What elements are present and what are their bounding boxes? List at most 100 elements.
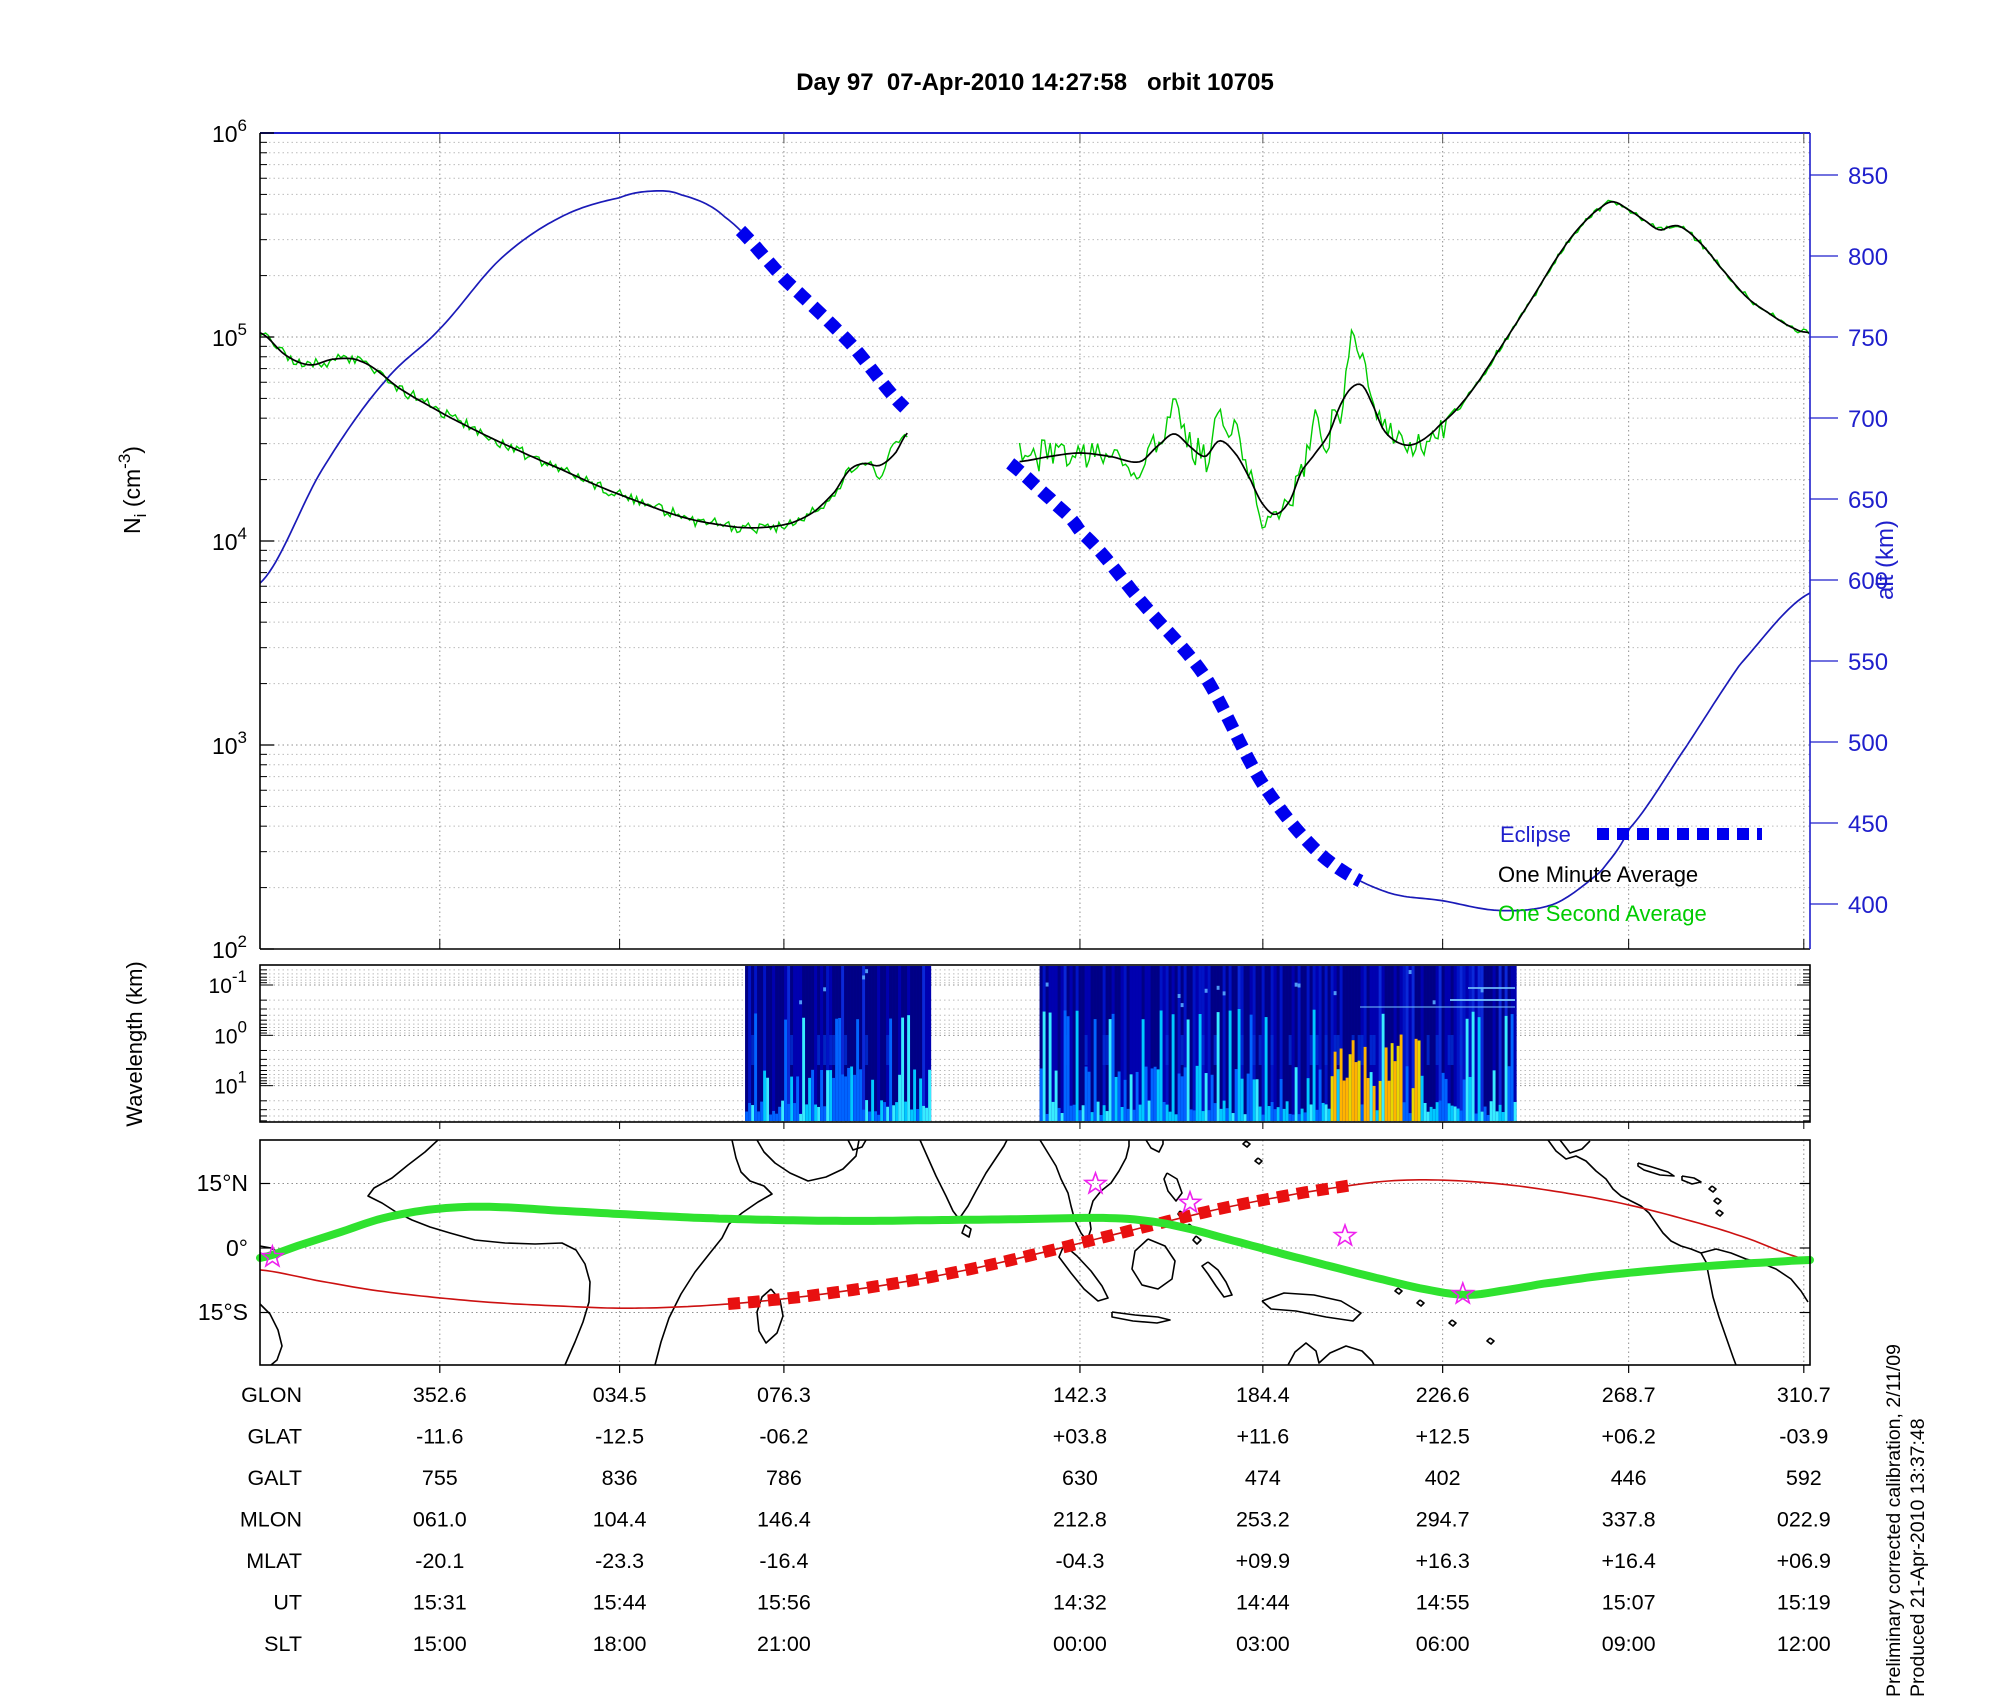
spectrogram-blocks-part (1108, 1019, 1112, 1121)
spectrogram-blocks-part (1105, 1035, 1109, 1065)
map-frame (259, 1139, 1811, 1373)
spectrogram-blocks-part (1363, 966, 1367, 1121)
spectrogram-blocks-part (748, 1102, 752, 1121)
spectrogram-blocks-part (787, 966, 791, 1121)
table-cell: -23.3 (595, 1549, 644, 1573)
one-minute-average-line (1019, 201, 1810, 516)
spectrogram-blocks-part (1489, 1101, 1493, 1121)
spectrogram-blocks-part (898, 966, 902, 1121)
table-cell: 076.3 (757, 1383, 811, 1407)
spectrogram-blocks-part (1123, 966, 1127, 1121)
spectrogram-blocks-part (1075, 1010, 1079, 1121)
table-cell: 592 (1786, 1466, 1822, 1490)
spectrogram-blocks-part (1222, 1100, 1226, 1121)
spectrogram-blocks-part (1285, 1101, 1289, 1121)
spectrogram-blocks-part (1495, 1111, 1499, 1121)
density-tick-label: 103 (212, 728, 247, 759)
spectrogram-blocks-part (1507, 966, 1511, 1121)
spectrogram-blocks-part (1144, 966, 1148, 1121)
spectrogram-blocks-part (1510, 1014, 1514, 1121)
table-row-MLAT: MLAT -20.1 -23.3 -16.4 -04.3 +09.9 +16.3 +16.4 +… (246, 1549, 1831, 1573)
spectrogram-blocks-part (913, 966, 917, 1121)
table-cell: -03.9 (1779, 1425, 1828, 1449)
spectrogram-blocks-part (766, 1077, 770, 1121)
spectrogram-blocks (745, 966, 1517, 1121)
coastline (1242, 1140, 1251, 1148)
spectrogram-blocks-part (1234, 966, 1238, 1121)
altitude-tick-label: 600 (1848, 568, 1888, 595)
table-cell: 00:00 (1053, 1632, 1107, 1656)
spectrogram-blocks-part (1222, 991, 1226, 996)
table-cell: 268.7 (1602, 1383, 1656, 1407)
table-cell: +11.6 (1236, 1425, 1289, 1449)
coastline (1254, 1157, 1263, 1165)
spectrogram-blocks-part (1252, 1035, 1256, 1065)
spectrogram-blocks-part (1087, 966, 1091, 1121)
table-cell: 474 (1245, 1466, 1281, 1490)
table-cell: -06.2 (759, 1425, 808, 1449)
spectrogram-blocks-part (1309, 1104, 1313, 1121)
spectrogram-blocks-part (1234, 1069, 1238, 1121)
spectrogram-blocks-part (1174, 966, 1178, 1121)
spectrogram-blocks-part (1039, 1068, 1043, 1121)
spectrogram-blocks-part (1243, 1114, 1247, 1121)
spectrogram-blocks-part (1246, 966, 1250, 1121)
spectrogram-blocks-part (1351, 1040, 1355, 1121)
spectrogram-blocks-part (1147, 1100, 1151, 1121)
spectrogram-blocks-part (1189, 1109, 1193, 1121)
table-row-GALT: GALT 755 836 786 630 474 402 446 592 (247, 1466, 1821, 1490)
table-cell: 337.8 (1602, 1508, 1656, 1532)
map-star-marker (1450, 1280, 1476, 1305)
spectrogram-blocks-part (1498, 1104, 1502, 1121)
spectrogram-blocks-part (832, 1035, 836, 1065)
density-tick-label: 106 (212, 116, 247, 147)
spectrogram-blocks-part (1117, 1071, 1121, 1121)
spectrogram-blocks-part (1273, 966, 1277, 1121)
spectrogram-blocks-part (1315, 1035, 1319, 1065)
coastline (1416, 1299, 1425, 1307)
spectrogram-blocks-part (1303, 966, 1307, 1121)
spectrogram-blocks-part (1441, 966, 1445, 1121)
spectrogram-blocks-part (1501, 1112, 1505, 1121)
table-cell: 294.7 (1416, 1508, 1470, 1532)
spectrogram-blocks-part (853, 1074, 857, 1121)
spectrogram-blocks-part (1327, 1108, 1331, 1121)
spectrogram-blocks-part (1159, 1010, 1163, 1121)
spectrogram-blocks-part (1192, 966, 1196, 1121)
spectrogram-blocks-part (847, 966, 851, 1121)
table-cell: 06:00 (1416, 1632, 1470, 1656)
spectrogram-blocks-part (1465, 1018, 1469, 1121)
coastline (1111, 1311, 1171, 1324)
spectrogram-blocks-part (1294, 982, 1298, 987)
table-cell: 15:44 (593, 1591, 647, 1615)
spectrogram-blocks-part (1489, 966, 1493, 1121)
spectrogram-blocks-part (1225, 966, 1229, 1121)
legend-label-eclipse: Eclipse (1500, 822, 1571, 847)
spectrogram-blocks-part (1303, 1112, 1307, 1121)
spectrogram-blocks-part (1216, 1012, 1220, 1121)
coastline (1637, 1162, 1675, 1177)
table-row-MLON: MLON 061.0 104.4 146.4 212.8 253.2 294.7 337.8 0… (240, 1508, 1831, 1532)
spectrogram-blocks-part (1354, 1062, 1358, 1121)
spectrogram-blocks-part (1078, 1110, 1082, 1121)
spectrogram-blocks-part (1408, 1113, 1412, 1121)
spectrogram-blocks-part (1300, 966, 1304, 1121)
spectrogram-blocks-part (1357, 1060, 1361, 1121)
spectrogram-blocks-part (1408, 966, 1412, 1121)
coastline (961, 1224, 972, 1238)
spectrogram-blocks-part (1474, 966, 1478, 1121)
spectrogram-blocks-part (1294, 1067, 1298, 1121)
spectrogram-blocks-part (748, 966, 752, 1121)
spectrogram-blocks-part (1261, 966, 1265, 1121)
spectrogram-blocks-part (1186, 1019, 1190, 1121)
spectrogram-blocks-part (1150, 966, 1154, 1121)
spectrogram-blocks-part (880, 966, 884, 1121)
spectrogram-blocks-part (1210, 966, 1214, 1121)
spectrogram-blocks-part (778, 1106, 782, 1121)
table-cell: 15:56 (757, 1591, 811, 1615)
spectrogram-blocks-part (1240, 1035, 1244, 1065)
spectrogram-blocks-part (1135, 1071, 1139, 1121)
spectrogram-blocks-part (1210, 1074, 1214, 1121)
spectrogram-blocks-part (841, 1074, 845, 1121)
spectrogram-blocks-part (769, 966, 773, 1121)
